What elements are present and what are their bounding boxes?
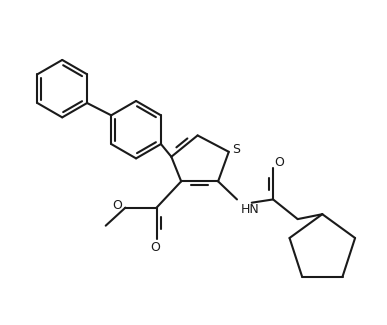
Text: O: O [274, 156, 284, 169]
Text: O: O [150, 240, 160, 254]
Text: HN: HN [240, 203, 259, 216]
Text: O: O [112, 199, 122, 212]
Text: S: S [232, 143, 240, 156]
